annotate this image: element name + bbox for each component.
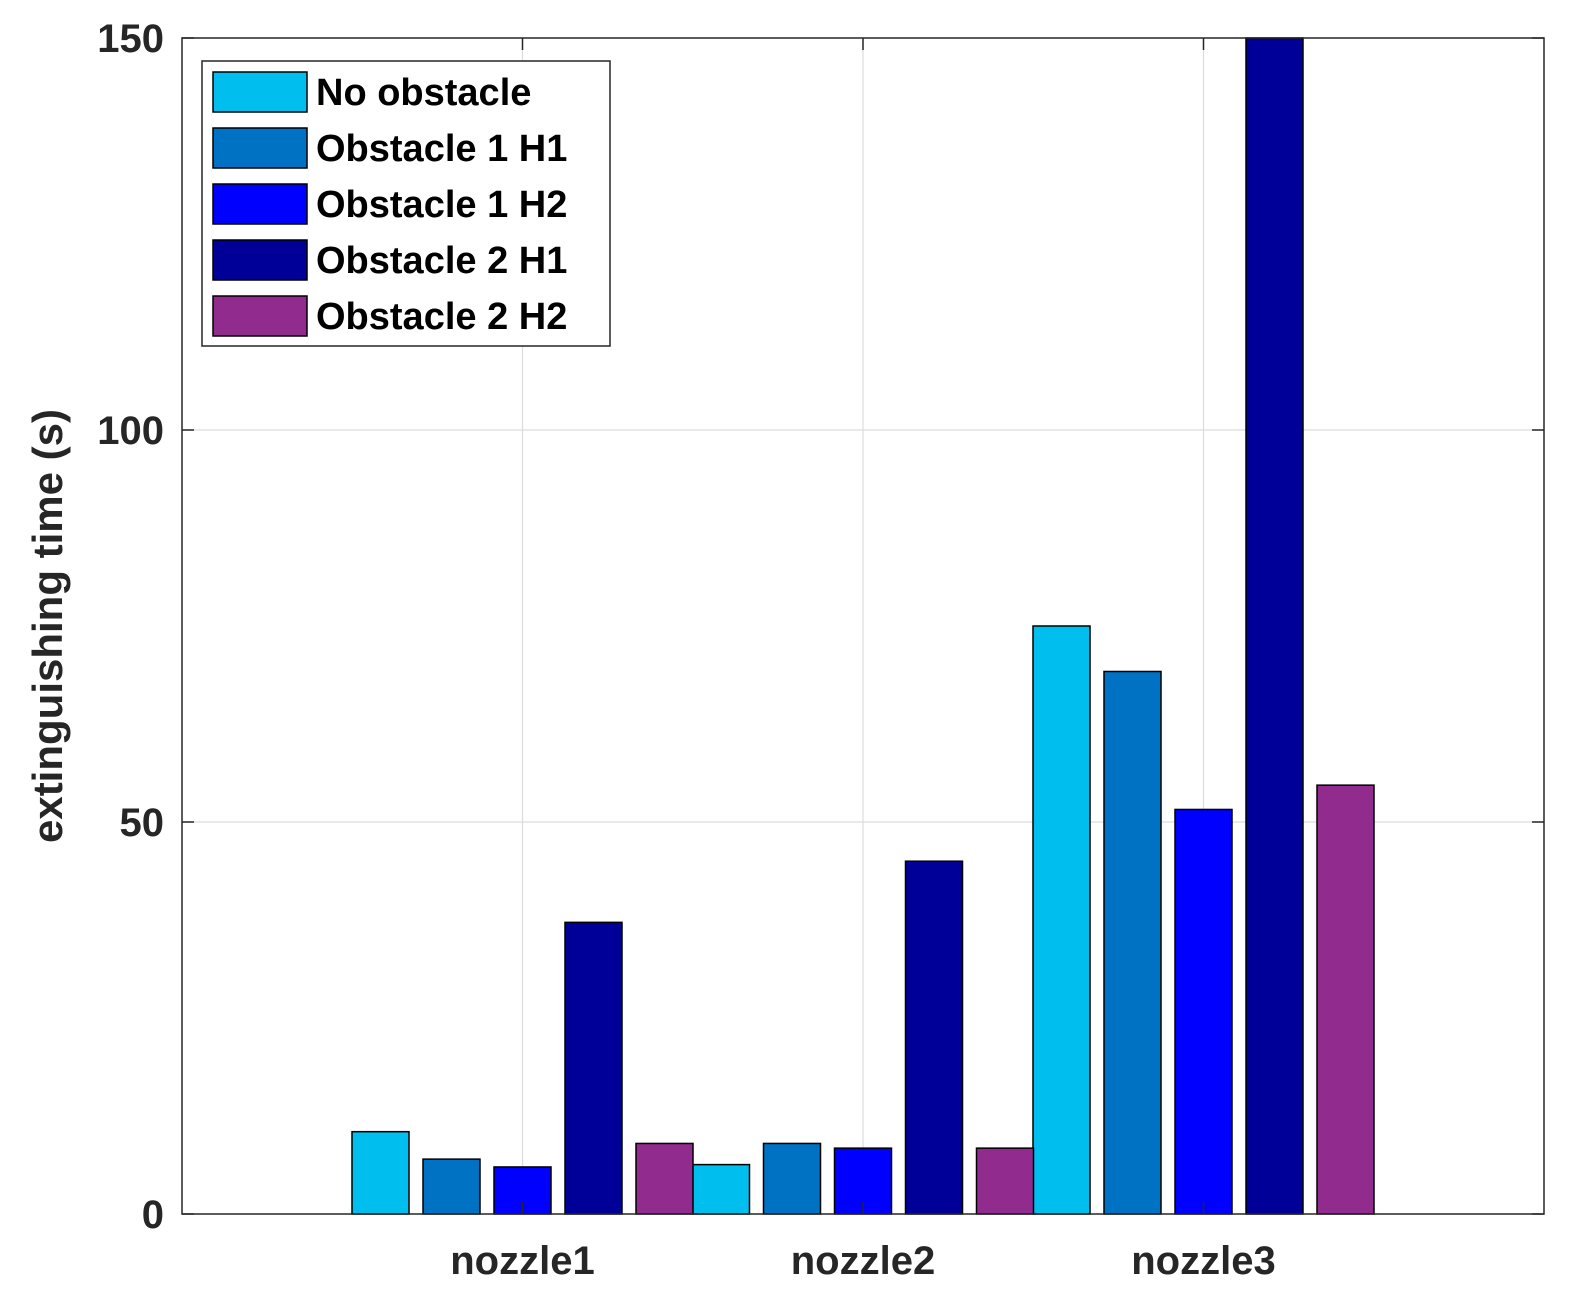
y-tick-label: 100 xyxy=(97,409,164,453)
bar-nozzle2-obstacle-2-h1 xyxy=(904,860,964,1215)
bar-nozzle3-obstacle-2-h1 xyxy=(1245,37,1304,1215)
legend: No obstacle Obstacle 1 H1 Obstacle 1 H2 Obs… xyxy=(201,60,611,347)
y-axis-ticks: 0 50 100 150 xyxy=(97,17,1544,1237)
bars xyxy=(351,37,1375,1215)
bar-nozzle1-obstacle-2-h2 xyxy=(635,1142,694,1215)
bar-nozzle3-obstacle-2-h2 xyxy=(1316,784,1375,1215)
legend-swatch xyxy=(212,183,308,225)
legend-label: Obstacle 1 H1 xyxy=(316,128,567,170)
legend-label: Obstacle 2 H2 xyxy=(316,296,567,338)
legend-label: No obstacle xyxy=(316,72,531,114)
legend-label: Obstacle 2 H1 xyxy=(316,240,567,282)
bar-nozzle3-obstacle-1-h2 xyxy=(1174,808,1233,1215)
bar-nozzle3-obstacle-1-h1 xyxy=(1103,670,1162,1215)
x-axis-ticks: nozzle1 nozzle2 nozzle3 xyxy=(450,38,1276,1283)
bar-nozzle2-no-obstacle xyxy=(691,1163,751,1215)
y-tick-label: 150 xyxy=(97,17,164,61)
bar-nozzle1-obstacle-2-h1 xyxy=(564,921,623,1215)
bar-nozzle2-obstacle-1-h1 xyxy=(762,1142,822,1215)
x-tick-label: nozzle1 xyxy=(450,1239,594,1283)
y-tick-label: 50 xyxy=(120,801,165,845)
bar-nozzle1-obstacle-1-h1 xyxy=(422,1158,481,1215)
y-tick-label: 0 xyxy=(142,1193,164,1237)
bar-nozzle2-obstacle-2-h2 xyxy=(975,1147,1035,1215)
bar-nozzle1-no-obstacle xyxy=(351,1130,410,1215)
legend-swatch xyxy=(212,295,308,337)
bar-nozzle3-no-obstacle xyxy=(1032,625,1091,1215)
legend-swatch xyxy=(212,71,308,113)
x-tick-label: nozzle3 xyxy=(1131,1239,1275,1283)
legend-swatch xyxy=(212,239,308,281)
legend-swatch xyxy=(212,127,308,169)
y-axis-label: extinguishing time (s) xyxy=(24,409,71,843)
legend-label: Obstacle 1 H2 xyxy=(316,184,567,226)
x-tick-label: nozzle2 xyxy=(791,1239,935,1283)
